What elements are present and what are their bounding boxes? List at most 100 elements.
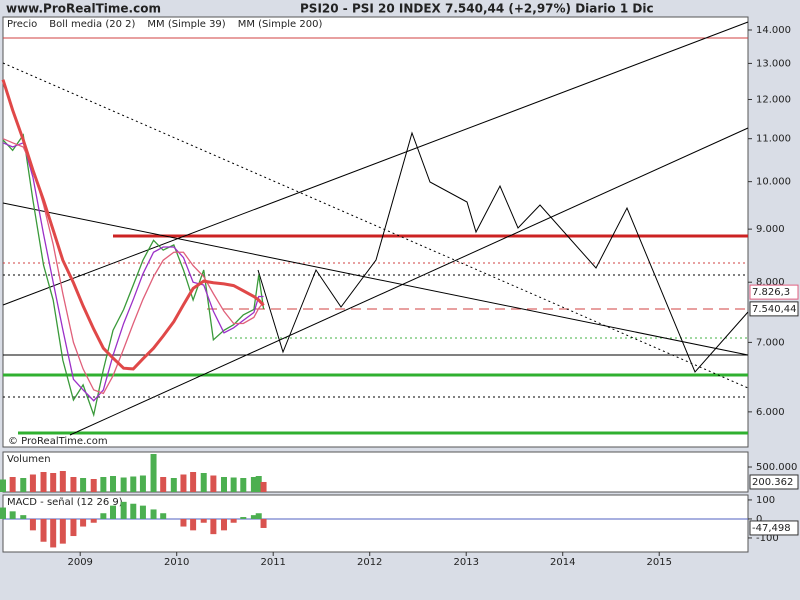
bar <box>180 474 187 492</box>
bar <box>0 479 6 492</box>
y-tick-label: 11.000 <box>756 134 791 145</box>
y-tick-label: 6.000 <box>756 407 785 418</box>
trend-line <box>2 21 749 306</box>
chart-title: PSI20 - PSI 20 INDEX 7.540,44 (+2,97%) D… <box>300 2 654 16</box>
bar <box>220 477 227 492</box>
y-tick-label: 12.000 <box>756 94 791 105</box>
bar <box>110 476 117 492</box>
x-tick-label: 2009 <box>67 557 92 568</box>
bar <box>120 501 127 519</box>
price-tag-label: 7.540,44 <box>752 304 797 315</box>
bar <box>130 503 137 519</box>
price-tag <box>749 474 799 490</box>
legend-entry: Precio <box>7 19 37 30</box>
bar <box>260 518 267 528</box>
projection-path <box>257 131 749 373</box>
bar <box>240 478 247 492</box>
y-tick-label: 10.000 <box>756 177 791 188</box>
x-tick-label: 2015 <box>646 557 671 568</box>
bar <box>9 511 16 519</box>
bar <box>260 481 267 492</box>
trend-line <box>2 62 749 389</box>
panel-title: Volumen <box>7 454 51 465</box>
bar <box>150 454 157 492</box>
price-tag <box>749 284 799 300</box>
annotation-lines <box>2 21 749 520</box>
bar <box>80 518 87 527</box>
y-tick-label: 8.000 <box>756 277 785 288</box>
bar <box>160 513 167 519</box>
y-tick-label: 9.000 <box>756 224 785 235</box>
trend-line <box>2 202 749 356</box>
series-line <box>2 141 264 402</box>
x-tick-label: 2013 <box>453 557 478 568</box>
price-tag <box>749 301 799 317</box>
bar <box>59 471 66 492</box>
y-tick-label: 100 <box>756 495 775 506</box>
bar <box>240 517 247 519</box>
price-tag-label: 200.362 <box>752 477 793 488</box>
bar <box>90 518 97 523</box>
bar <box>220 518 227 531</box>
legend-entry: Boll media (20 2) <box>49 19 135 30</box>
bar <box>160 477 167 492</box>
bar <box>170 478 177 492</box>
site-name: www.ProRealTime.com <box>6 2 161 16</box>
bar <box>80 478 87 492</box>
bar <box>250 515 257 519</box>
bar <box>250 477 257 492</box>
bar <box>130 476 137 492</box>
bar <box>40 518 47 542</box>
price-tag <box>749 520 799 536</box>
bar <box>150 509 157 519</box>
bar <box>40 472 47 492</box>
price-tag-label: -47,498 <box>752 523 791 534</box>
watermark: © ProRealTime.com <box>8 436 108 447</box>
bar <box>70 477 77 492</box>
x-tick-label: 2010 <box>164 557 189 568</box>
series-line <box>2 138 265 395</box>
x-tick-label: 2012 <box>357 557 382 568</box>
panel-title: MACD - señal (12 26 9) <box>7 497 123 508</box>
y-tick-label: 14.000 <box>756 25 791 36</box>
bar <box>50 473 57 492</box>
bar <box>70 518 77 537</box>
bar <box>59 518 66 544</box>
y-tick-label: 7.000 <box>756 337 785 348</box>
bar <box>0 507 6 519</box>
bar <box>9 477 16 492</box>
y-tick-label: 13.000 <box>756 58 791 69</box>
bar <box>210 475 217 492</box>
bar <box>139 475 146 492</box>
bar <box>255 476 262 492</box>
bar <box>20 478 27 492</box>
bar <box>190 518 197 531</box>
bar <box>90 479 97 492</box>
series-line <box>2 133 265 418</box>
bar <box>230 477 237 492</box>
volume-panel <box>2 451 749 493</box>
bar <box>29 474 36 492</box>
bar <box>20 515 27 519</box>
x-tick-label: 2011 <box>260 557 285 568</box>
bar <box>100 477 107 492</box>
legend-entry: MM (Simple 200) <box>238 19 323 30</box>
bar <box>210 518 217 535</box>
bar <box>110 505 117 519</box>
trend-line <box>69 127 749 436</box>
bar <box>255 513 262 519</box>
macd-panel <box>2 494 749 553</box>
x-tick-label: 2014 <box>550 557 575 568</box>
bar <box>139 505 146 519</box>
legend-entry: MM (Simple 39) <box>147 19 225 30</box>
price-tag-label: 7.826,3 <box>752 287 790 298</box>
price-panel <box>2 16 749 448</box>
y-tick-label: 0 <box>756 514 762 525</box>
bar <box>200 518 207 523</box>
bar <box>120 477 127 492</box>
bar <box>190 472 197 492</box>
y-tick-label: 500.000 <box>756 462 797 473</box>
bar <box>230 518 237 523</box>
bar <box>200 473 207 492</box>
